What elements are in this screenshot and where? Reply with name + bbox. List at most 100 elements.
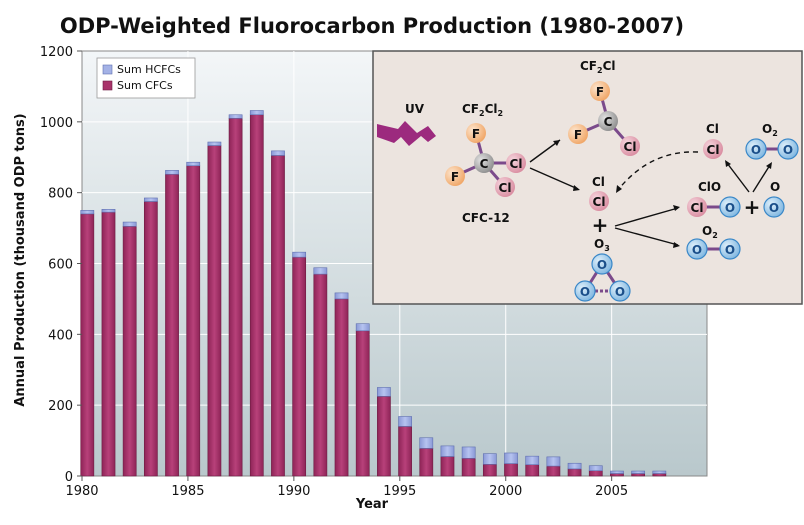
y-tick-label-0: 0 <box>65 470 73 485</box>
cfc12-atom-cl2 <box>495 177 515 197</box>
o3-atom-right <box>609 280 631 302</box>
o-label: O <box>770 180 780 194</box>
split-arrows <box>529 139 579 190</box>
cfc12-atom-f1 <box>466 123 486 143</box>
bar-hcfc-1985 <box>186 161 201 167</box>
y-tick-label-4: 800 <box>48 187 73 202</box>
bar-hcfc-1989 <box>271 150 285 156</box>
cf2cl-atom-cl <box>620 136 640 156</box>
bar-hcfc-1997 <box>440 445 455 457</box>
bar-cfc-1982 <box>122 226 137 477</box>
free-cl-atom-label: Cl <box>593 195 606 209</box>
bar-hcfc-1996 <box>419 437 434 449</box>
bar-cfc-1987 <box>228 117 243 477</box>
bar-cfc-1980 <box>80 213 95 477</box>
cf2cl-formula: CF2Cl <box>580 59 616 75</box>
bar-cfc-1991 <box>313 273 328 477</box>
bar-hcfc-1991 <box>313 267 328 275</box>
x-axis-label: Year <box>355 497 389 512</box>
bar-cfc-2006 <box>631 473 646 477</box>
bar-cfc-1985 <box>186 165 201 477</box>
bar-cfc-1993 <box>355 330 370 477</box>
arrow-head-return-icon <box>616 185 622 193</box>
bar-cfc-1998 <box>461 457 476 477</box>
bar-cfc-1986 <box>207 145 222 477</box>
cl-label-1: Cl <box>592 175 605 189</box>
bar-hcfc-2002 <box>546 456 561 467</box>
o2-bottom-atom-1 <box>686 238 708 260</box>
bar-hcfc-2006 <box>631 470 646 474</box>
clo-label: ClO <box>698 180 721 194</box>
arrow-head-o2-icon <box>673 242 680 248</box>
bar-cfc-1997 <box>440 456 455 477</box>
legend-swatch-cfc <box>102 80 113 91</box>
x-tick-label-3: 1995 <box>383 484 416 499</box>
bar-cfc-1981 <box>101 211 116 477</box>
o2-top-atom-2 <box>777 138 799 160</box>
x-tick-label-2: 1990 <box>277 484 310 499</box>
regen-cl-atom-label: Cl <box>707 143 720 157</box>
legend-label-cfc: Sum CFCs <box>117 79 173 92</box>
inset-panel <box>372 50 803 305</box>
o3-atom-left-label: O <box>580 285 590 299</box>
o2-top-atom-2-label: O <box>783 143 793 157</box>
o2-bottom-atom-2-label: O <box>725 243 735 257</box>
bar-hcfc-1992 <box>334 292 349 300</box>
y-tick-label-5: 1000 <box>40 116 73 131</box>
cf2cl-atom-f2-label: F <box>574 128 582 142</box>
bar-hcfc-1983 <box>143 197 158 202</box>
o2-top-atom-1 <box>745 138 767 160</box>
legend-swatch-hcfc <box>102 64 113 75</box>
x-axis-ticks: 1980 1985 1990 1995 2000 2005 <box>65 476 628 499</box>
o2-top-atom-1-label: O <box>751 143 761 157</box>
cfc12-atom-cl1-label: Cl <box>510 157 523 171</box>
bar-hcfc-2007 <box>652 470 667 474</box>
y-tick-label-1: 200 <box>48 399 73 414</box>
uv-label: UV <box>405 102 425 116</box>
bar-cfc-1990 <box>292 256 307 477</box>
o3-atom-left <box>574 280 596 302</box>
bar-hcfc-1982 <box>122 221 137 227</box>
legend: Sum HCFCs Sum CFCs <box>96 57 196 99</box>
bar-cfc-2001 <box>525 464 540 477</box>
x-tick-label-0: 1980 <box>65 484 98 499</box>
bar-cfc-1989 <box>271 155 285 477</box>
bar-hcfc-2000 <box>504 452 518 464</box>
cfc12-atom-f2 <box>445 166 465 186</box>
bar-hcfc-1981 <box>101 209 116 213</box>
bar-cfc-2007 <box>652 473 667 477</box>
bar-cfc-1984 <box>165 173 179 477</box>
bar-hcfc-2001 <box>525 455 540 465</box>
bar-hcfc-2005 <box>610 470 624 474</box>
clo-atom-cl <box>687 197 707 217</box>
cl-label-2: Cl <box>706 122 719 136</box>
bar-hcfc-1993 <box>355 323 370 332</box>
bar-cfc-2002 <box>546 465 561 477</box>
o3-atom-right-label: O <box>615 285 625 299</box>
bar-cfc-1999 <box>482 464 497 477</box>
cfc12-formula: CF2Cl2 <box>462 102 503 118</box>
o2-bottom-atom-1-label: O <box>692 243 702 257</box>
o2-label-bottom: O2 <box>702 224 718 240</box>
cf2cl-atom-cl-label: Cl <box>624 140 637 154</box>
x-tick-label-4: 2000 <box>489 484 522 499</box>
cfc12-name: CFC-12 <box>462 211 510 225</box>
uv-arrow-icon <box>377 121 436 146</box>
chart-title: ODP-Weighted Fluorocarbon Production (19… <box>60 14 684 38</box>
arrow-head-down-icon <box>573 185 580 191</box>
ozone-reaction-inset: UV CF2Cl2 F F C Cl Cl CFC-12 CF2Cl <box>372 50 803 305</box>
bar-hcfc-1995 <box>398 416 412 427</box>
bar-cfc-1988 <box>249 114 264 477</box>
cf2cl-atom-f1-label: F <box>596 85 604 99</box>
bar-hcfc-1998 <box>461 446 476 459</box>
cfc12-atom-cl1 <box>506 153 526 173</box>
bar-hcfc-1987 <box>228 114 243 119</box>
bar-hcfc-1984 <box>165 170 179 175</box>
x-tick-label-5: 2005 <box>595 484 628 499</box>
bars <box>80 110 667 477</box>
clo-atom-cl-label: Cl <box>691 201 704 215</box>
arrow-head-up-icon <box>553 140 560 146</box>
cfc12-atom-f1-label: F <box>472 127 480 141</box>
plus-left: + <box>592 213 609 237</box>
bar-cfc-2005 <box>610 473 624 477</box>
